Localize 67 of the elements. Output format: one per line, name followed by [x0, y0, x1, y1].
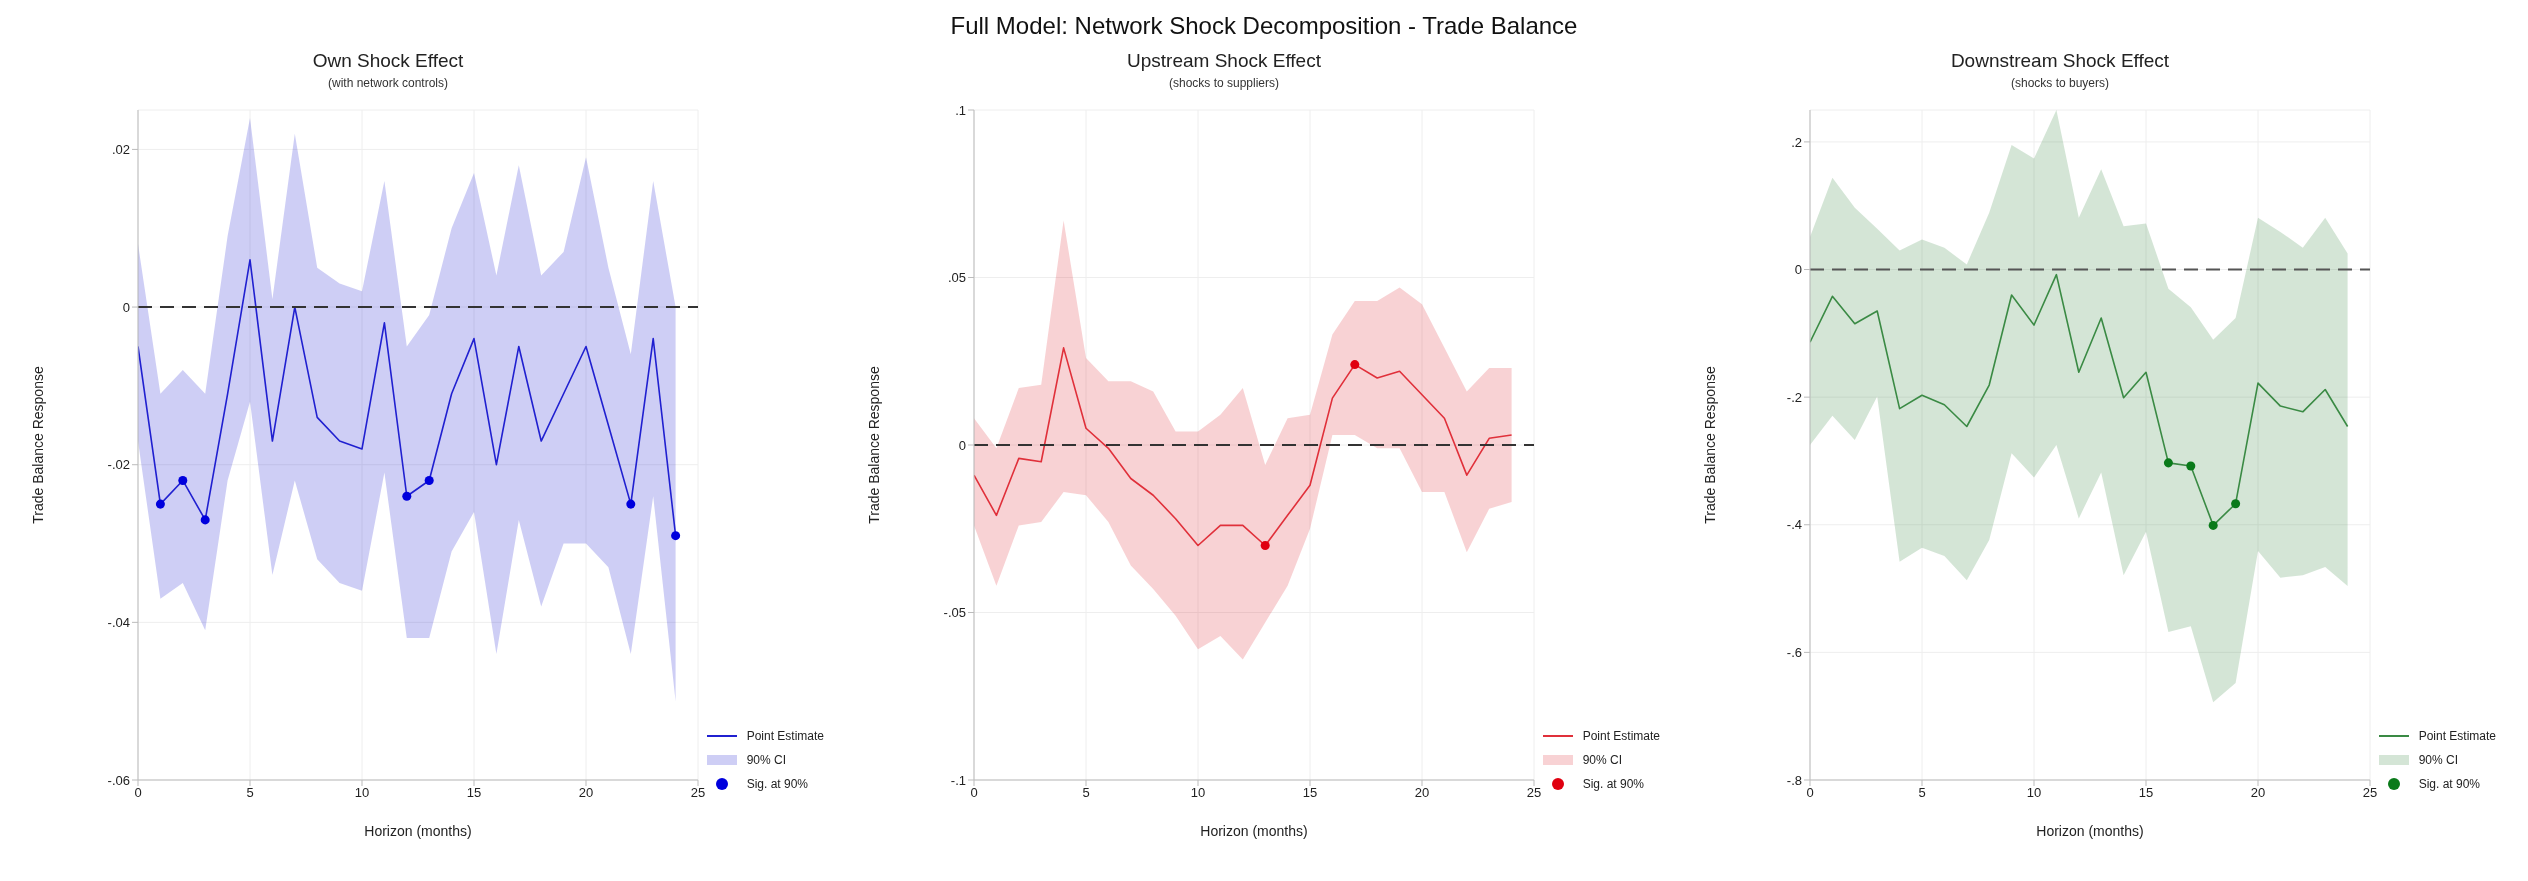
legend-label: Sig. at 90% [746, 776, 808, 793]
point [178, 475, 188, 485]
x-axis-title: Horizon (months) [1200, 823, 1308, 839]
chart-title: Downstream Shock Effect [1949, 49, 2171, 72]
point [155, 499, 165, 509]
chart-title: Upstream Shock Effect [1126, 49, 1322, 72]
x-tick-label: 15 [2138, 785, 2154, 801]
y-tick-label: .05 [947, 270, 966, 286]
legend-label: Sig. at 90% [2418, 776, 2480, 793]
y-axis-title: Trade Balance Response [29, 366, 46, 524]
x-tick-label: 25 [2362, 785, 2378, 801]
y-tick-label: 0 [122, 299, 130, 315]
y-tick-label: -.1 [950, 772, 966, 788]
x-tick-label: 15 [466, 785, 482, 801]
x-tick-label: 25 [1526, 785, 1542, 801]
point [2186, 461, 2196, 471]
chart-subtitle: (shocks to suppliers) [1167, 76, 1280, 90]
x-tick-label: 5 [1082, 785, 1090, 801]
x-tick-label: 20 [2250, 785, 2266, 801]
text: 90% CI [746, 752, 786, 769]
y-tick-label: -.8 [1786, 772, 1802, 788]
y-axis-title: Trade Balance Response [865, 366, 882, 524]
y-tick-label: -.4 [1786, 517, 1802, 533]
x-tick-label: 10 [2026, 785, 2042, 801]
chart-title: Own Shock Effect [311, 49, 465, 72]
legend-label: Sig. at 90% [1582, 776, 1644, 793]
y-tick-label: -.2 [1786, 389, 1802, 405]
x-tick-label: 10 [354, 785, 370, 801]
x-tick-label: 20 [1414, 785, 1430, 801]
point [424, 475, 434, 485]
x-tick-label: 0 [1806, 785, 1814, 801]
point [2208, 520, 2218, 530]
legend-label: Point Estimate [1582, 728, 1660, 745]
y-tick-label: 0 [1794, 262, 1802, 278]
y-tick-label: .1 [955, 102, 966, 118]
y-tick-label: -.02 [107, 457, 130, 473]
text: Full Model: Network Shock Decomposition - Trade Balance [949, 11, 1579, 40]
y-tick-label: -.05 [943, 605, 966, 621]
x-tick-label: 0 [970, 785, 978, 801]
y-tick-label: .02 [111, 142, 130, 158]
x-axis-title: Horizon (months) [364, 823, 472, 839]
chart-subtitle: (shocks to buyers) [2009, 76, 2110, 90]
text: 90% CI [2418, 752, 2458, 769]
x-tick-label: 5 [246, 785, 254, 801]
legend-label: Point Estimate [746, 728, 824, 745]
y-axis-title: Trade Balance Response [1701, 366, 1718, 524]
point [671, 531, 681, 541]
x-tick-label: 0 [134, 785, 142, 801]
point [2163, 458, 2173, 468]
point [626, 499, 636, 509]
chart-subtitle: (with network controls) [326, 76, 449, 90]
y-tick-label: .2 [1791, 134, 1802, 150]
y-tick-label: -.06 [107, 772, 130, 788]
x-tick-label: 15 [1302, 785, 1318, 801]
point [402, 491, 412, 501]
point [200, 515, 210, 525]
y-tick-label: 0 [958, 437, 966, 453]
y-tick-label: -.6 [1786, 645, 1802, 660]
point [2231, 499, 2241, 509]
legend-label: Point Estimate [2418, 728, 2496, 745]
x-tick-label: 10 [1190, 785, 1206, 801]
y-tick-label: -.04 [107, 614, 130, 630]
x-tick-label: 25 [690, 785, 706, 801]
x-tick-label: 20 [578, 785, 594, 801]
x-axis-title: Horizon (months) [2036, 823, 2144, 839]
x-tick-label: 5 [1918, 785, 1926, 801]
text: 90% CI [1582, 752, 1622, 769]
